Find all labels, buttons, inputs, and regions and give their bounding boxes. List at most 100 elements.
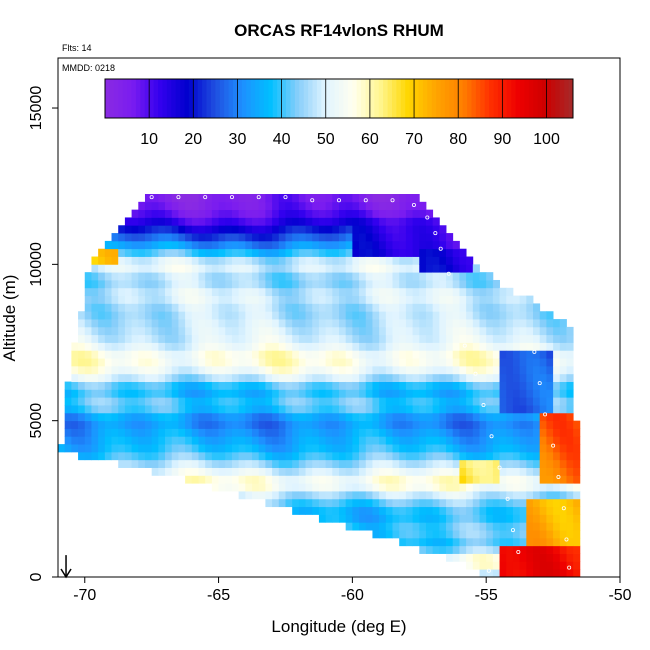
heatmap-cell	[385, 506, 393, 515]
heatmap-cell	[472, 303, 480, 312]
colorbar-swatch	[113, 79, 119, 118]
heatmap-cell	[312, 194, 320, 203]
heatmap-cell	[412, 194, 420, 203]
heatmap-cell	[399, 405, 407, 414]
heatmap-cell	[332, 420, 340, 429]
heatmap-cell	[512, 381, 521, 390]
heatmap-cell	[245, 342, 253, 351]
heatmap-cell	[285, 240, 293, 250]
heatmap-cell	[218, 420, 226, 429]
heatmap-cell	[553, 491, 561, 500]
heatmap-cell	[365, 451, 373, 461]
heatmap-cell	[432, 483, 440, 492]
heatmap-cell	[151, 217, 159, 226]
colorbar-swatch	[484, 79, 490, 118]
colorbar-swatch	[184, 79, 190, 118]
heatmap-cell	[305, 436, 313, 445]
heatmap-cell	[479, 522, 487, 531]
heatmap-cell	[191, 412, 199, 422]
heatmap-cell	[231, 256, 240, 265]
heatmap-cell	[419, 209, 427, 218]
heatmap-cell	[479, 303, 487, 312]
heatmap-cell	[486, 326, 494, 336]
heatmap-cell	[566, 451, 574, 461]
heatmap-cell	[178, 225, 186, 234]
heatmap-cell	[198, 264, 206, 273]
heatmap-cell	[292, 194, 300, 203]
heatmap-cell	[432, 436, 440, 445]
heatmap-cell	[352, 483, 360, 492]
heatmap-cell	[459, 350, 467, 359]
heatmap-cell	[372, 334, 380, 343]
heatmap-cell	[144, 303, 153, 312]
heatmap-cell	[265, 365, 273, 375]
colorbar-swatch	[219, 79, 225, 118]
heatmap-cell	[372, 522, 380, 531]
heatmap-cell	[446, 553, 454, 562]
heatmap-cell	[104, 389, 112, 398]
heatmap-cell	[325, 194, 333, 203]
heatmap-cell	[439, 248, 447, 257]
heatmap-cell	[553, 420, 561, 429]
heatmap-cell	[258, 279, 266, 289]
track-point	[489, 434, 494, 439]
heatmap-cell	[459, 405, 467, 414]
heatmap-cell	[332, 264, 340, 273]
heatmap-cell	[265, 240, 273, 250]
heatmap-cell	[318, 225, 327, 234]
x-axis-label: Longitude (deg E)	[271, 617, 406, 636]
heatmap-cell	[218, 319, 226, 328]
heatmap-cell	[352, 287, 360, 297]
heatmap-cell	[124, 319, 132, 328]
heatmap-cell	[138, 420, 146, 429]
heatmap-cell	[553, 319, 561, 328]
heatmap-cell	[425, 248, 434, 257]
heatmap-cell	[392, 451, 400, 461]
heatmap-cell	[533, 514, 541, 523]
heatmap-cell	[573, 514, 581, 523]
heatmap-cell	[245, 272, 253, 281]
heatmap-cell	[339, 483, 347, 492]
heatmap-cell	[546, 569, 554, 578]
heatmap-cell	[379, 319, 387, 328]
heatmap-cell	[365, 279, 373, 289]
colorbar-swatch	[166, 79, 172, 118]
heatmap-cell	[225, 272, 233, 281]
heatmap-cell	[425, 326, 434, 336]
heatmap-cell	[559, 389, 567, 398]
heatmap-cell	[452, 506, 460, 515]
heatmap-cell	[459, 287, 467, 297]
heatmap-cell	[459, 334, 467, 343]
heatmap-cell	[111, 405, 119, 414]
colorbar-tick-label: 40	[273, 131, 291, 148]
heatmap-cell	[158, 373, 166, 382]
heatmap-cell	[352, 256, 360, 265]
heatmap-cell	[446, 467, 454, 476]
heatmap-cell	[104, 342, 112, 351]
heatmap-cell	[298, 326, 306, 336]
heatmap-cell	[205, 389, 213, 398]
heatmap-cell	[305, 303, 313, 312]
heatmap-cell	[111, 287, 119, 297]
heatmap-cell	[486, 405, 494, 414]
heatmap-cell	[419, 483, 427, 492]
heatmap-cell	[218, 217, 226, 226]
track-point	[537, 381, 542, 386]
heatmap-cell	[238, 319, 246, 328]
heatmap-cell	[499, 405, 507, 414]
heatmap-cell	[492, 561, 500, 570]
heatmap-cell	[432, 358, 440, 367]
heatmap-cell	[205, 420, 213, 429]
heatmap-cell	[285, 381, 293, 390]
heatmap-cell	[546, 319, 554, 328]
heatmap-cell	[104, 272, 112, 281]
heatmap-cell	[359, 444, 367, 453]
heatmap-cell	[312, 381, 320, 390]
heatmap-cell	[533, 444, 541, 453]
heatmap-cell	[265, 201, 273, 211]
heatmap-cell	[292, 498, 300, 508]
heatmap-cell	[104, 334, 112, 343]
heatmap-cell	[225, 295, 233, 304]
heatmap-cell	[312, 491, 320, 500]
heatmap-cell	[419, 358, 427, 367]
